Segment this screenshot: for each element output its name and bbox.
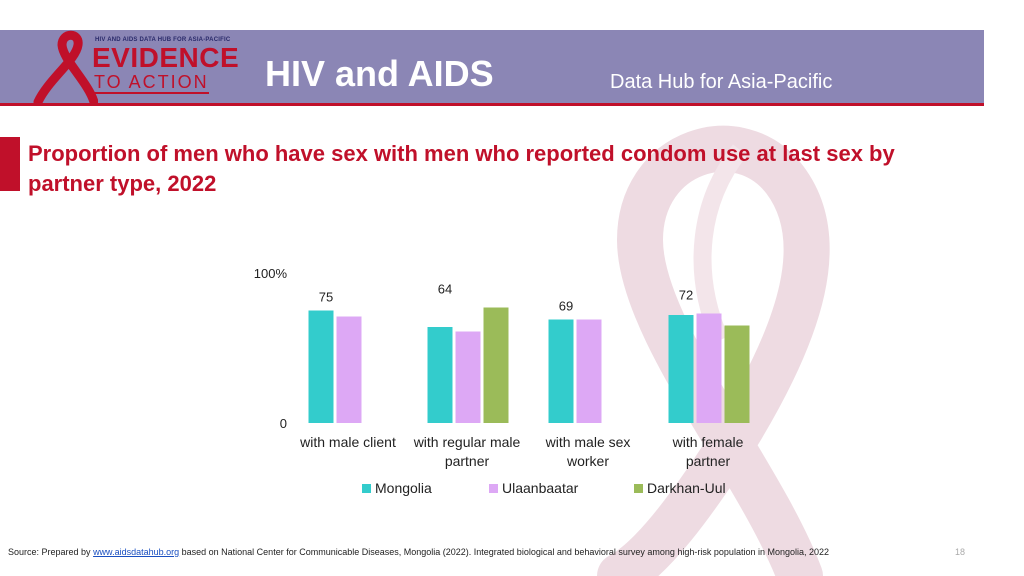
bar-mongolia <box>308 310 334 423</box>
category-label: worker <box>566 453 609 469</box>
bar-darkhan-uul <box>724 325 750 423</box>
legend-label: Darkhan-Uul <box>647 480 726 496</box>
y-tick-label: 100% <box>254 266 288 281</box>
source-prefix: Source: Prepared by <box>8 547 94 557</box>
bar-mongolia <box>548 319 574 423</box>
source-suffix: based on National Center for Communicabl… <box>179 547 830 557</box>
logo-word-to-action: TO ACTION <box>94 72 209 94</box>
legend-label: Mongolia <box>375 480 432 496</box>
legend-label: Ulaanbaatar <box>502 480 579 496</box>
category-label: with male sex <box>545 434 631 450</box>
bar-ulaanbaatar <box>336 316 362 423</box>
header-band: HIV AND AIDS DATA HUB FOR ASIA-PACIFIC E… <box>0 30 984 106</box>
legend-swatch <box>362 484 371 493</box>
page-number: 18 <box>955 547 966 557</box>
category-label: with regular male <box>413 434 521 450</box>
bar-ulaanbaatar <box>576 319 602 423</box>
y-tick-label: 0 <box>280 416 287 431</box>
bar-darkhan-uul <box>483 307 509 423</box>
bar-mongolia <box>427 327 453 423</box>
category-label: partner <box>445 453 490 469</box>
hub-title: HIV and AIDS <box>265 53 494 94</box>
bar-ulaanbaatar <box>455 331 481 423</box>
legend-swatch <box>634 484 643 493</box>
evidence-to-action-logo: HIV AND AIDS DATA HUB FOR ASIA-PACIFIC E… <box>18 30 248 103</box>
data-label: 75 <box>319 290 333 305</box>
legend-swatch <box>489 484 498 493</box>
bar-ulaanbaatar <box>696 313 722 423</box>
logo-tagline: HIV AND AIDS DATA HUB FOR ASIA-PACIFIC <box>95 37 231 43</box>
title-accent-bar <box>0 137 20 191</box>
category-label: with female <box>672 434 744 450</box>
category-label: partner <box>686 453 731 469</box>
hub-subtitle: Data Hub for Asia-Pacific <box>610 71 833 93</box>
red-ribbon-icon <box>33 30 98 103</box>
bar-mongolia <box>668 315 694 423</box>
data-label: 69 <box>559 299 573 314</box>
category-label: with male client <box>299 434 396 450</box>
chart-title: Proportion of men who have sex with men … <box>28 141 895 196</box>
logo-word-evidence: EVIDENCE <box>92 42 240 73</box>
source-note: Source: Prepared by www.aidsdatahub.org … <box>8 547 829 557</box>
data-label: 72 <box>679 288 693 303</box>
data-label: 64 <box>438 282 452 297</box>
source-link[interactable]: www.aidsdatahub.org <box>93 547 180 557</box>
